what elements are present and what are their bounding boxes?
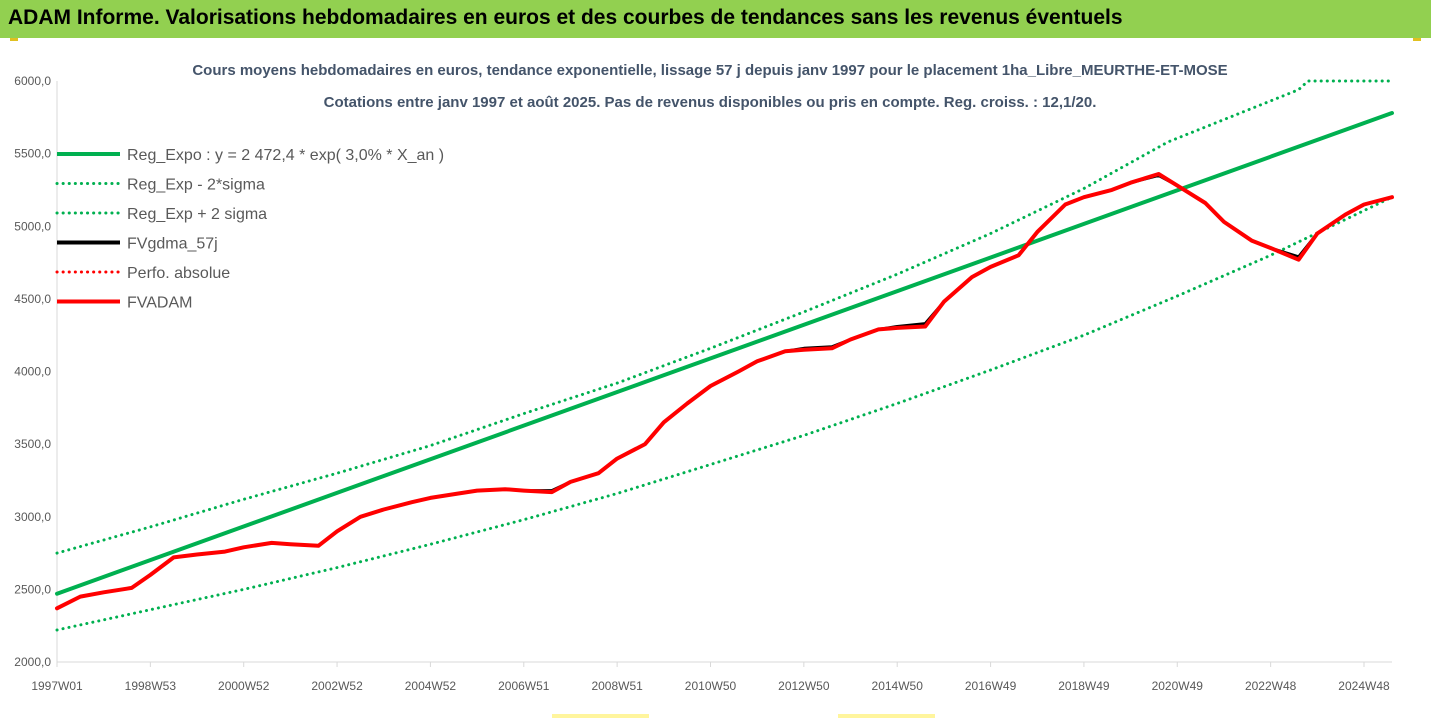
legend-label: Perfo. absolue [127, 265, 230, 282]
series-line-0 [55, 111, 1394, 596]
x-tick-label: 2022W48 [1245, 679, 1297, 693]
corner-marker-left [10, 38, 18, 41]
x-tick-label: 2014W50 [872, 679, 924, 693]
y-tick-label: 2000,0 [14, 655, 51, 669]
x-tick-label: 2008W51 [591, 679, 643, 693]
y-tick-label: 5500,0 [14, 147, 51, 161]
x-tick-label: 2020W49 [1152, 679, 1204, 693]
chart-subtitle: Cotations entre janv 1997 et août 2025. … [324, 94, 1097, 111]
x-tick-label: 2016W49 [965, 679, 1017, 693]
x-tick-label: 2012W50 [778, 679, 830, 693]
x-tick-label: 1998W53 [125, 679, 177, 693]
chart-title: Cours moyens hebdomadaires en euros, ten… [192, 62, 1227, 79]
x-tick-label: 2006W51 [498, 679, 550, 693]
x-tick-label: 1997W01 [31, 679, 83, 693]
legend-label: Reg_Expo : y = 2 472,4 * exp( 3,0% * X_a… [127, 147, 444, 164]
header-banner: ADAM Informe. Valorisations hebdomadaire… [0, 0, 1431, 38]
y-tick-label: 3500,0 [14, 437, 51, 451]
legend-label: FVgdma_57j [127, 236, 218, 253]
x-tick-label: 2010W50 [685, 679, 737, 693]
series-line-5 [55, 172, 1394, 611]
y-tick-label: 2500,0 [14, 582, 51, 596]
series-layer [55, 79, 1394, 632]
x-tick-label: 2004W52 [405, 679, 457, 693]
y-tick-label: 5000,0 [14, 219, 51, 233]
y-tick-label: 6000,0 [14, 74, 51, 88]
legend-label: Reg_Exp - 2*sigma [127, 177, 265, 194]
series-line-2 [55, 79, 1394, 555]
legend-label: FVADAM [127, 295, 192, 312]
banner-title: ADAM Informe. Valorisations hebdomadaire… [8, 6, 1123, 29]
legend: Reg_Expo : y = 2 472,4 * exp( 3,0% * X_a… [55, 147, 444, 312]
corner-marker-right [1413, 38, 1421, 41]
series-line-1 [55, 195, 1394, 632]
bottom-marker-1 [552, 714, 649, 718]
x-tick-label: 2002W52 [311, 679, 363, 693]
x-tick-label: 2024W48 [1338, 679, 1390, 693]
bottom-marker-2 [838, 714, 935, 718]
x-tick-label: 2000W52 [218, 679, 270, 693]
y-tick-label: 4000,0 [14, 365, 51, 379]
x-tick-label: 2018W49 [1058, 679, 1110, 693]
legend-label: Reg_Exp + 2 sigma [127, 206, 267, 223]
y-tick-label: 4500,0 [14, 292, 51, 306]
axes: 2000,0 2500,0 3000,0 3500,0 4000,0 4500,0 5000… [14, 74, 1392, 693]
y-tick-label: 3000,0 [14, 510, 51, 524]
